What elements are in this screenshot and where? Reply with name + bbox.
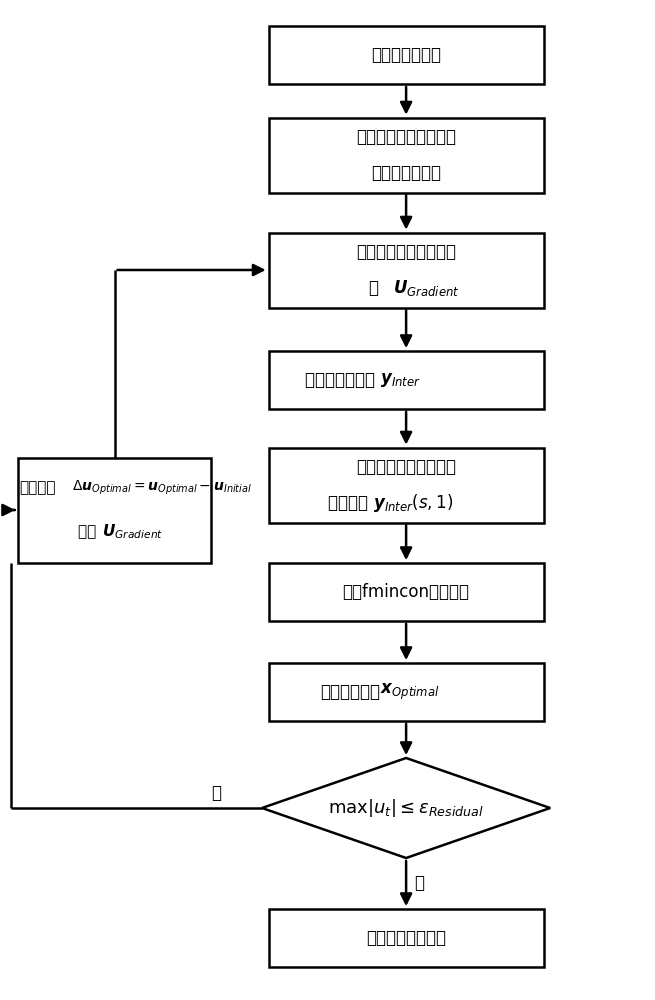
Bar [269,563,544,621]
Bar [269,117,544,192]
Text: 建立结构件变化梯度矩: 建立结构件变化梯度矩 [356,243,456,261]
Text: 导入有限元模型: 导入有限元模型 [371,46,441,64]
Bar [18,458,211,562]
Text: 输出最优校正载荷: 输出最优校正载荷 [366,929,446,947]
Text: 否: 否 [211,784,221,802]
Text: 是: 是 [414,874,424,892]
Text: 将计算的: 将计算的 [20,481,56,495]
Polygon shape [262,758,550,858]
Text: $\boldsymbol{y}_{Inter}$: $\boldsymbol{y}_{Inter}$ [380,371,421,389]
Text: 输出优化结果: 输出优化结果 [320,683,380,701]
Text: 根据结构特征和曲率特: 根据结构特征和曲率特 [356,128,456,146]
Bar [269,663,544,721]
Text: 建立fmincon优化模型: 建立fmincon优化模型 [343,583,470,601]
Text: $\boldsymbol{U}_{Gradient}$: $\boldsymbol{U}_{Gradient}$ [102,523,163,541]
Text: $\mathrm{max}|u_t| \leq \varepsilon_{Residual}$: $\mathrm{max}|u_t| \leq \varepsilon_{Res… [328,797,484,819]
Text: $\boldsymbol{y}_{Inter}(s,1)$: $\boldsymbol{y}_{Inter}(s,1)$ [373,492,453,514]
Text: 征划分校正区域: 征划分校正区域 [371,164,441,182]
Bar [269,26,544,84]
Text: $\Delta\boldsymbol{u}_{Optimal}=\boldsymbol{u}_{Optimal}-\boldsymbol{u}_{Initial: $\Delta\boldsymbol{u}_{Optimal}=\boldsym… [72,479,252,497]
Text: 初始化插值向量: 初始化插值向量 [305,371,380,389]
Text: 的校正量: 的校正量 [328,494,373,512]
Bar [269,232,544,308]
Bar [269,448,544,522]
Text: $\boldsymbol{U}_{Gradient}$: $\boldsymbol{U}_{Gradient}$ [393,278,460,298]
Text: $\boldsymbol{x}_{Optimal}$: $\boldsymbol{x}_{Optimal}$ [380,682,440,702]
Text: 插值求解变形监测点下: 插值求解变形监测点下 [356,458,456,476]
Text: 阵: 阵 [368,279,379,297]
Bar [269,351,544,409]
Text: 导入: 导入 [79,524,102,540]
Bar [269,909,544,967]
